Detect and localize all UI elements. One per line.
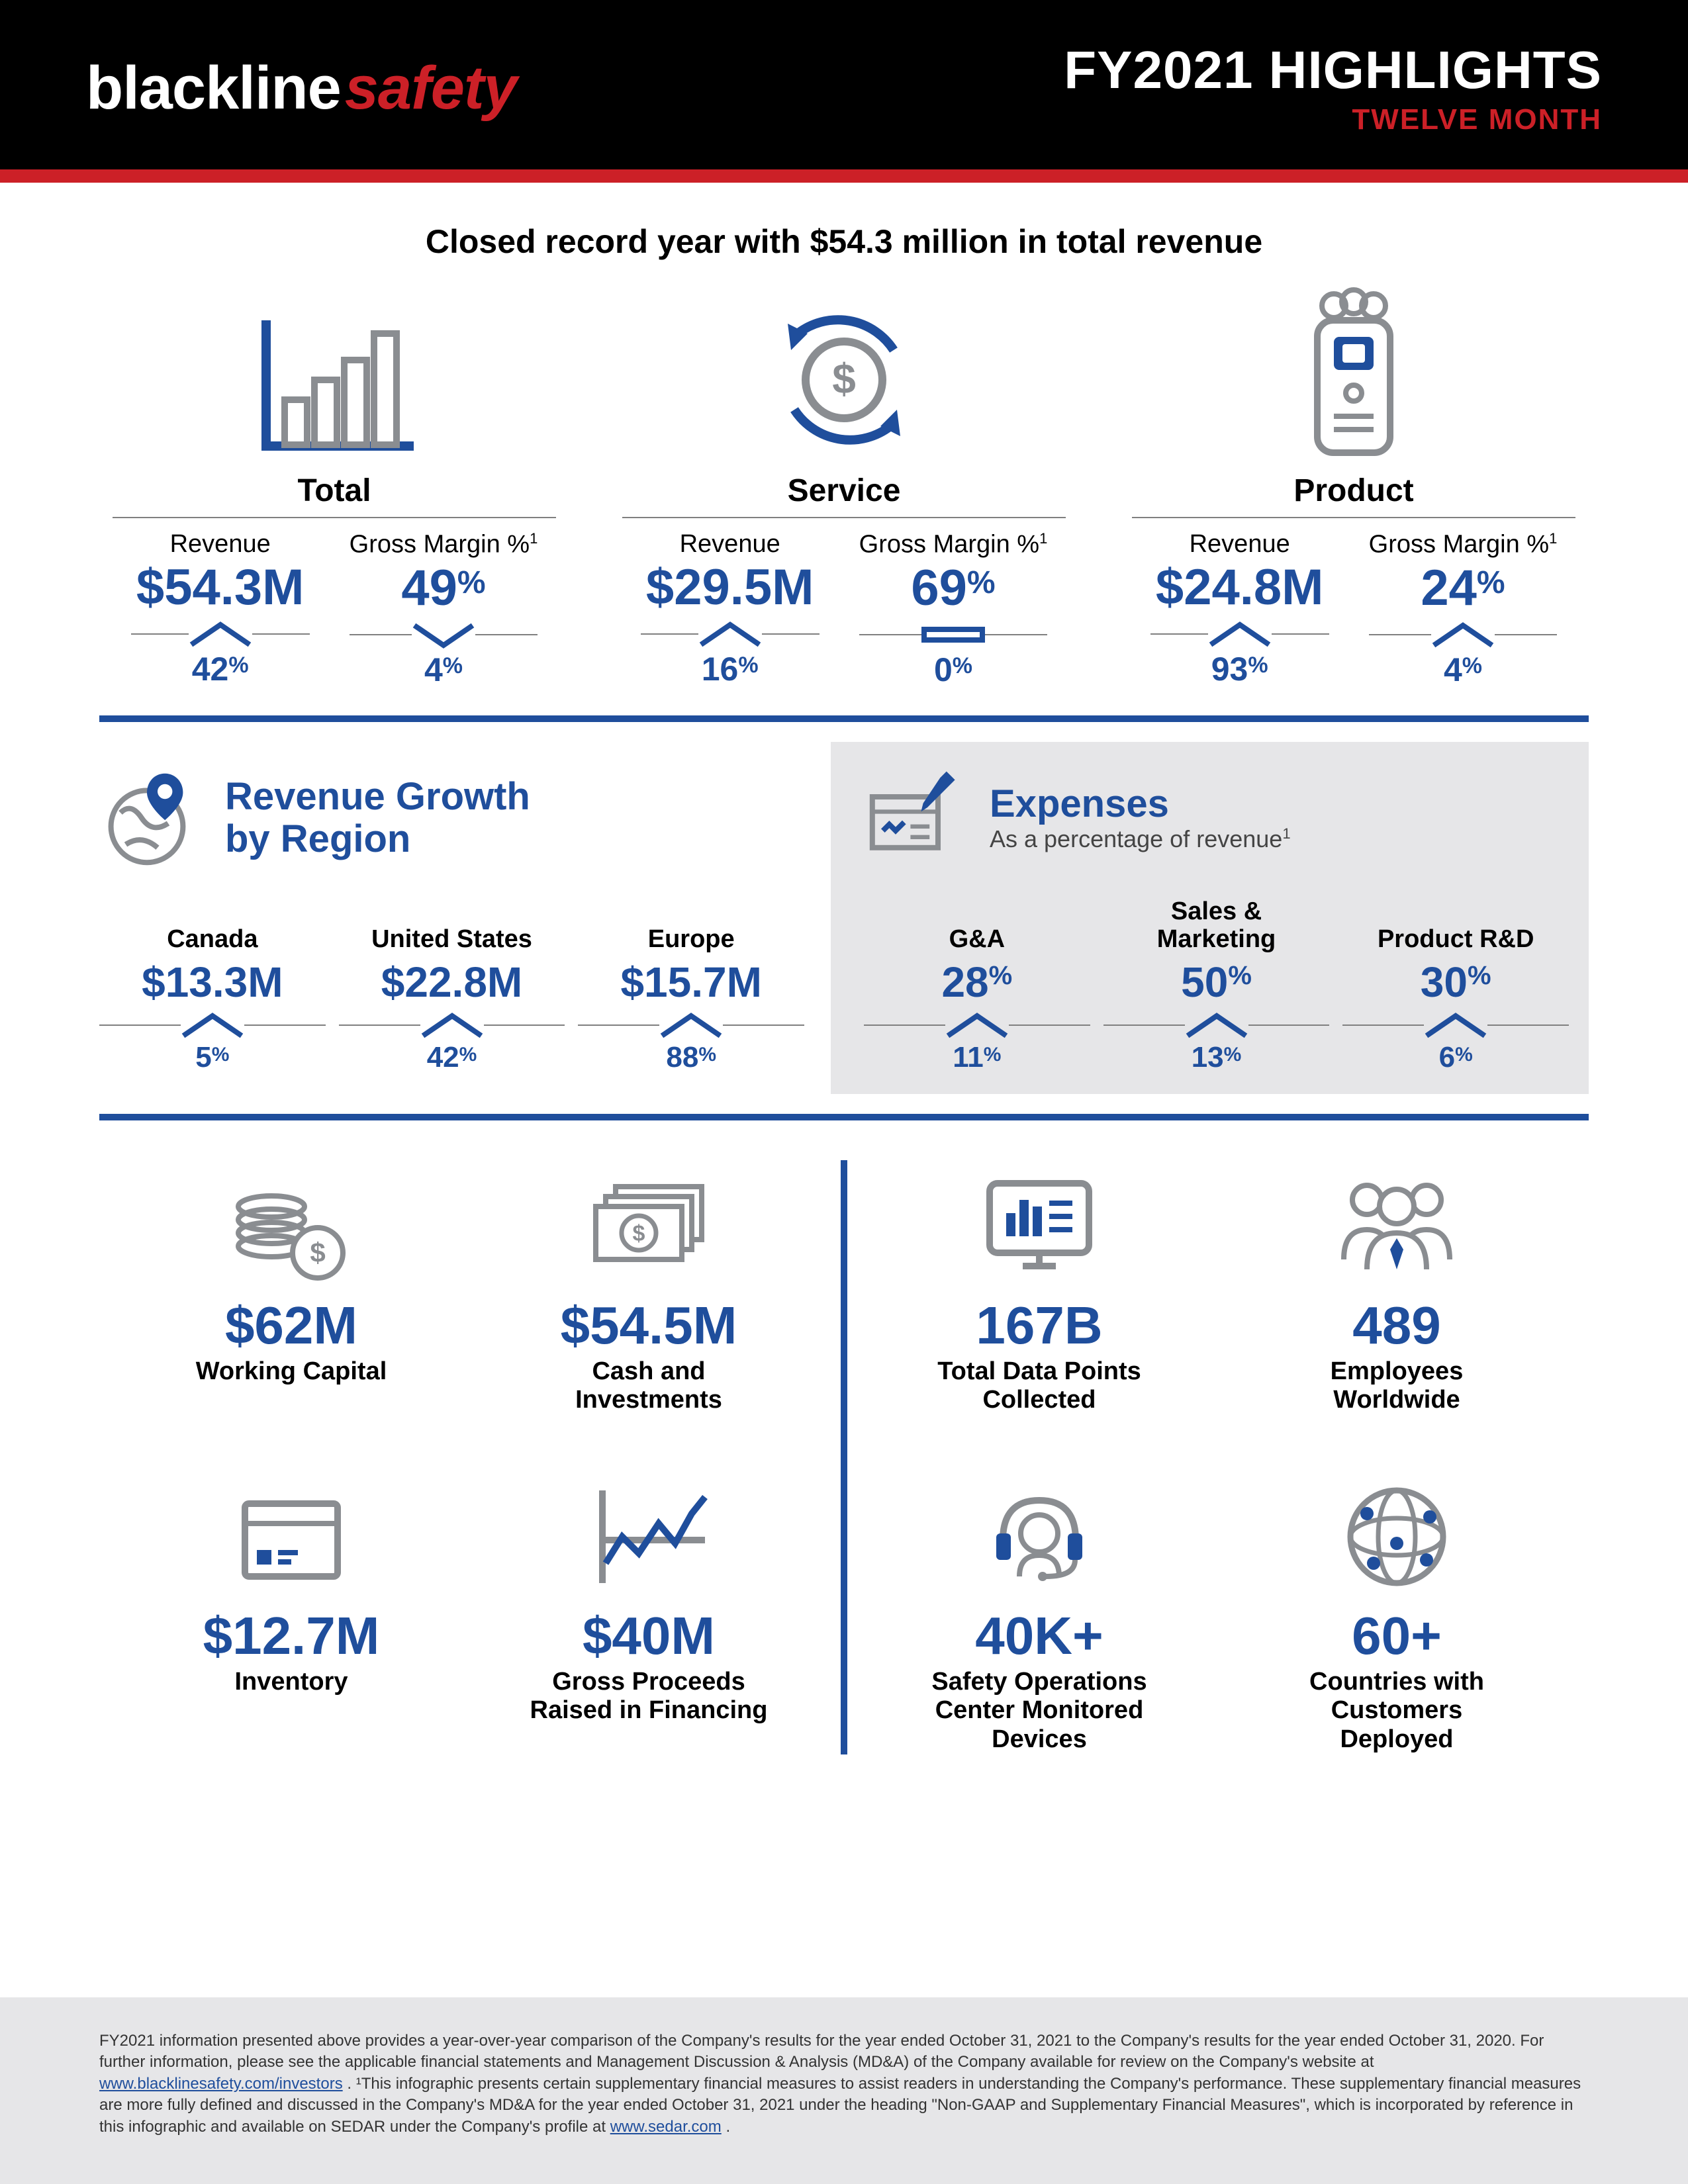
stat-item: 489 EmployeesWorldwide: [1231, 1160, 1562, 1444]
stat-value: 60+: [1352, 1610, 1442, 1662]
footer-text: .: [726, 2118, 730, 2136]
headset-icon: [973, 1471, 1105, 1603]
coins-icon: $: [225, 1160, 357, 1293]
expense-item: Product R&D 30% 6%: [1342, 894, 1569, 1074]
stat-label: Safety OperationsCenter MonitoredDevices: [931, 1668, 1147, 1754]
expense-item: G&A 28% 11%: [864, 894, 1090, 1074]
monitor-icon: [973, 1160, 1105, 1293]
vertical-divider: [841, 1160, 847, 1754]
trend-icon: [583, 1471, 715, 1603]
stat-item: $12.7M Inventory: [126, 1471, 457, 1754]
margin-metric: Gross Margin %1 69% 0%: [859, 530, 1048, 689]
header: blackline safety FY2021 HIGHLIGHTS TWELV…: [0, 0, 1688, 169]
region-item: United States $22.8M 42%: [339, 894, 565, 1074]
blue-divider: [99, 715, 1589, 722]
svg-text:$: $: [832, 355, 856, 402]
page-title: FY2021 HIGHLIGHTS: [1064, 40, 1602, 101]
expenses-panel: Expenses As a percentage of revenue1 G&A…: [831, 742, 1589, 1094]
stat-item: 60+ Countries withCustomersDeployed: [1231, 1471, 1562, 1754]
stat-label: EmployeesWorldwide: [1331, 1357, 1464, 1415]
stat-item: $ $62M Working Capital: [126, 1160, 457, 1444]
expenses-title: Expenses: [990, 783, 1291, 825]
device-icon: [1119, 287, 1589, 459]
bar-chart-icon: [99, 287, 569, 459]
stat-label: Gross ProceedsRaised in Financing: [530, 1668, 768, 1725]
category-col: Total Revenue $54.3M 42% Gross Margin %1…: [99, 287, 569, 689]
stat-label: Cash andInvestments: [575, 1357, 722, 1415]
stat-label: Total Data PointsCollected: [937, 1357, 1141, 1415]
expenses-subtitle: As a percentage of revenue1: [990, 825, 1291, 853]
footer-link-investors[interactable]: www.blacklinesafety.com/investors: [99, 2075, 343, 2093]
tagline: Closed record year with $54.3 million in…: [99, 222, 1589, 261]
logo: blackline safety: [86, 54, 517, 123]
stat-label: Working Capital: [196, 1357, 387, 1387]
globe-pin-icon: [99, 765, 205, 871]
region-item: Canada $13.3M 5%: [99, 894, 326, 1074]
category-title: Product: [1119, 473, 1589, 509]
page-subtitle: TWELVE MONTH: [1064, 103, 1602, 136]
stat-value: $54.5M: [561, 1299, 737, 1352]
stat-value: $12.7M: [203, 1610, 380, 1662]
stats-right: 167B Total Data PointsCollected 489 Empl…: [847, 1140, 1589, 1774]
logo-black: blackline: [86, 54, 341, 123]
stat-value: 489: [1352, 1299, 1440, 1352]
revenue-metric: Revenue $24.8M 93%: [1150, 530, 1329, 689]
category-title: Total: [99, 473, 569, 509]
logo-safety: safety: [345, 54, 517, 123]
regions-panel: Revenue Growthby Region Canada $13.3M 5%…: [99, 742, 831, 1094]
revenue-metric: Revenue $29.5M 16%: [641, 530, 820, 689]
blue-divider-2: [99, 1114, 1589, 1120]
cash-icon: $: [583, 1160, 715, 1293]
regions-title: Revenue Growthby Region: [225, 776, 530, 860]
svg-text:$: $: [633, 1221, 645, 1246]
stat-value: $40M: [583, 1610, 715, 1662]
footer-text: FY2021 information presented above provi…: [99, 2032, 1544, 2071]
stat-label: Countries withCustomersDeployed: [1309, 1668, 1484, 1754]
people-icon: [1331, 1160, 1463, 1293]
category-col: Product Revenue $24.8M 93% Gross Margin …: [1119, 287, 1589, 689]
stat-item: 167B Total Data PointsCollected: [874, 1160, 1205, 1444]
region-item: Europe $15.7M 88%: [578, 894, 804, 1074]
bottom-section: $ $62M Working Capital $ $54.5M Cash and…: [99, 1140, 1589, 1774]
box-icon: [225, 1471, 357, 1603]
revenue-metric: Revenue $54.3M 42%: [131, 530, 310, 689]
stats-left: $ $62M Working Capital $ $54.5M Cash and…: [99, 1140, 841, 1774]
stat-label: Inventory: [234, 1668, 348, 1697]
stat-value: 167B: [976, 1299, 1102, 1352]
dollar-cycle-icon: $: [609, 287, 1079, 459]
stat-value: $62M: [225, 1299, 357, 1352]
margin-metric: Gross Margin %1 24% 4%: [1369, 530, 1558, 689]
category-title: Service: [609, 473, 1079, 509]
stat-item: $ $54.5M Cash andInvestments: [483, 1160, 814, 1444]
expense-form-icon: [864, 765, 970, 871]
stat-item: $40M Gross ProceedsRaised in Financing: [483, 1471, 814, 1754]
stat-item: 40K+ Safety OperationsCenter MonitoredDe…: [874, 1471, 1205, 1754]
expense-item: Sales &Marketing 50% 13%: [1103, 894, 1330, 1074]
category-col: $ Service Revenue $29.5M 16% Gross Margi…: [609, 287, 1079, 689]
mid-section: Revenue Growthby Region Canada $13.3M 5%…: [99, 742, 1589, 1094]
stat-value: 40K+: [975, 1610, 1103, 1662]
margin-metric: Gross Margin %1 49% 4%: [350, 530, 538, 689]
red-divider: [0, 169, 1688, 183]
globe-icon: [1331, 1471, 1463, 1603]
footer-link-sedar[interactable]: www.sedar.com: [610, 2118, 722, 2136]
category-row: Total Revenue $54.3M 42% Gross Margin %1…: [99, 287, 1589, 689]
svg-text:$: $: [310, 1237, 325, 1268]
footer: FY2021 information presented above provi…: [0, 1997, 1688, 2184]
